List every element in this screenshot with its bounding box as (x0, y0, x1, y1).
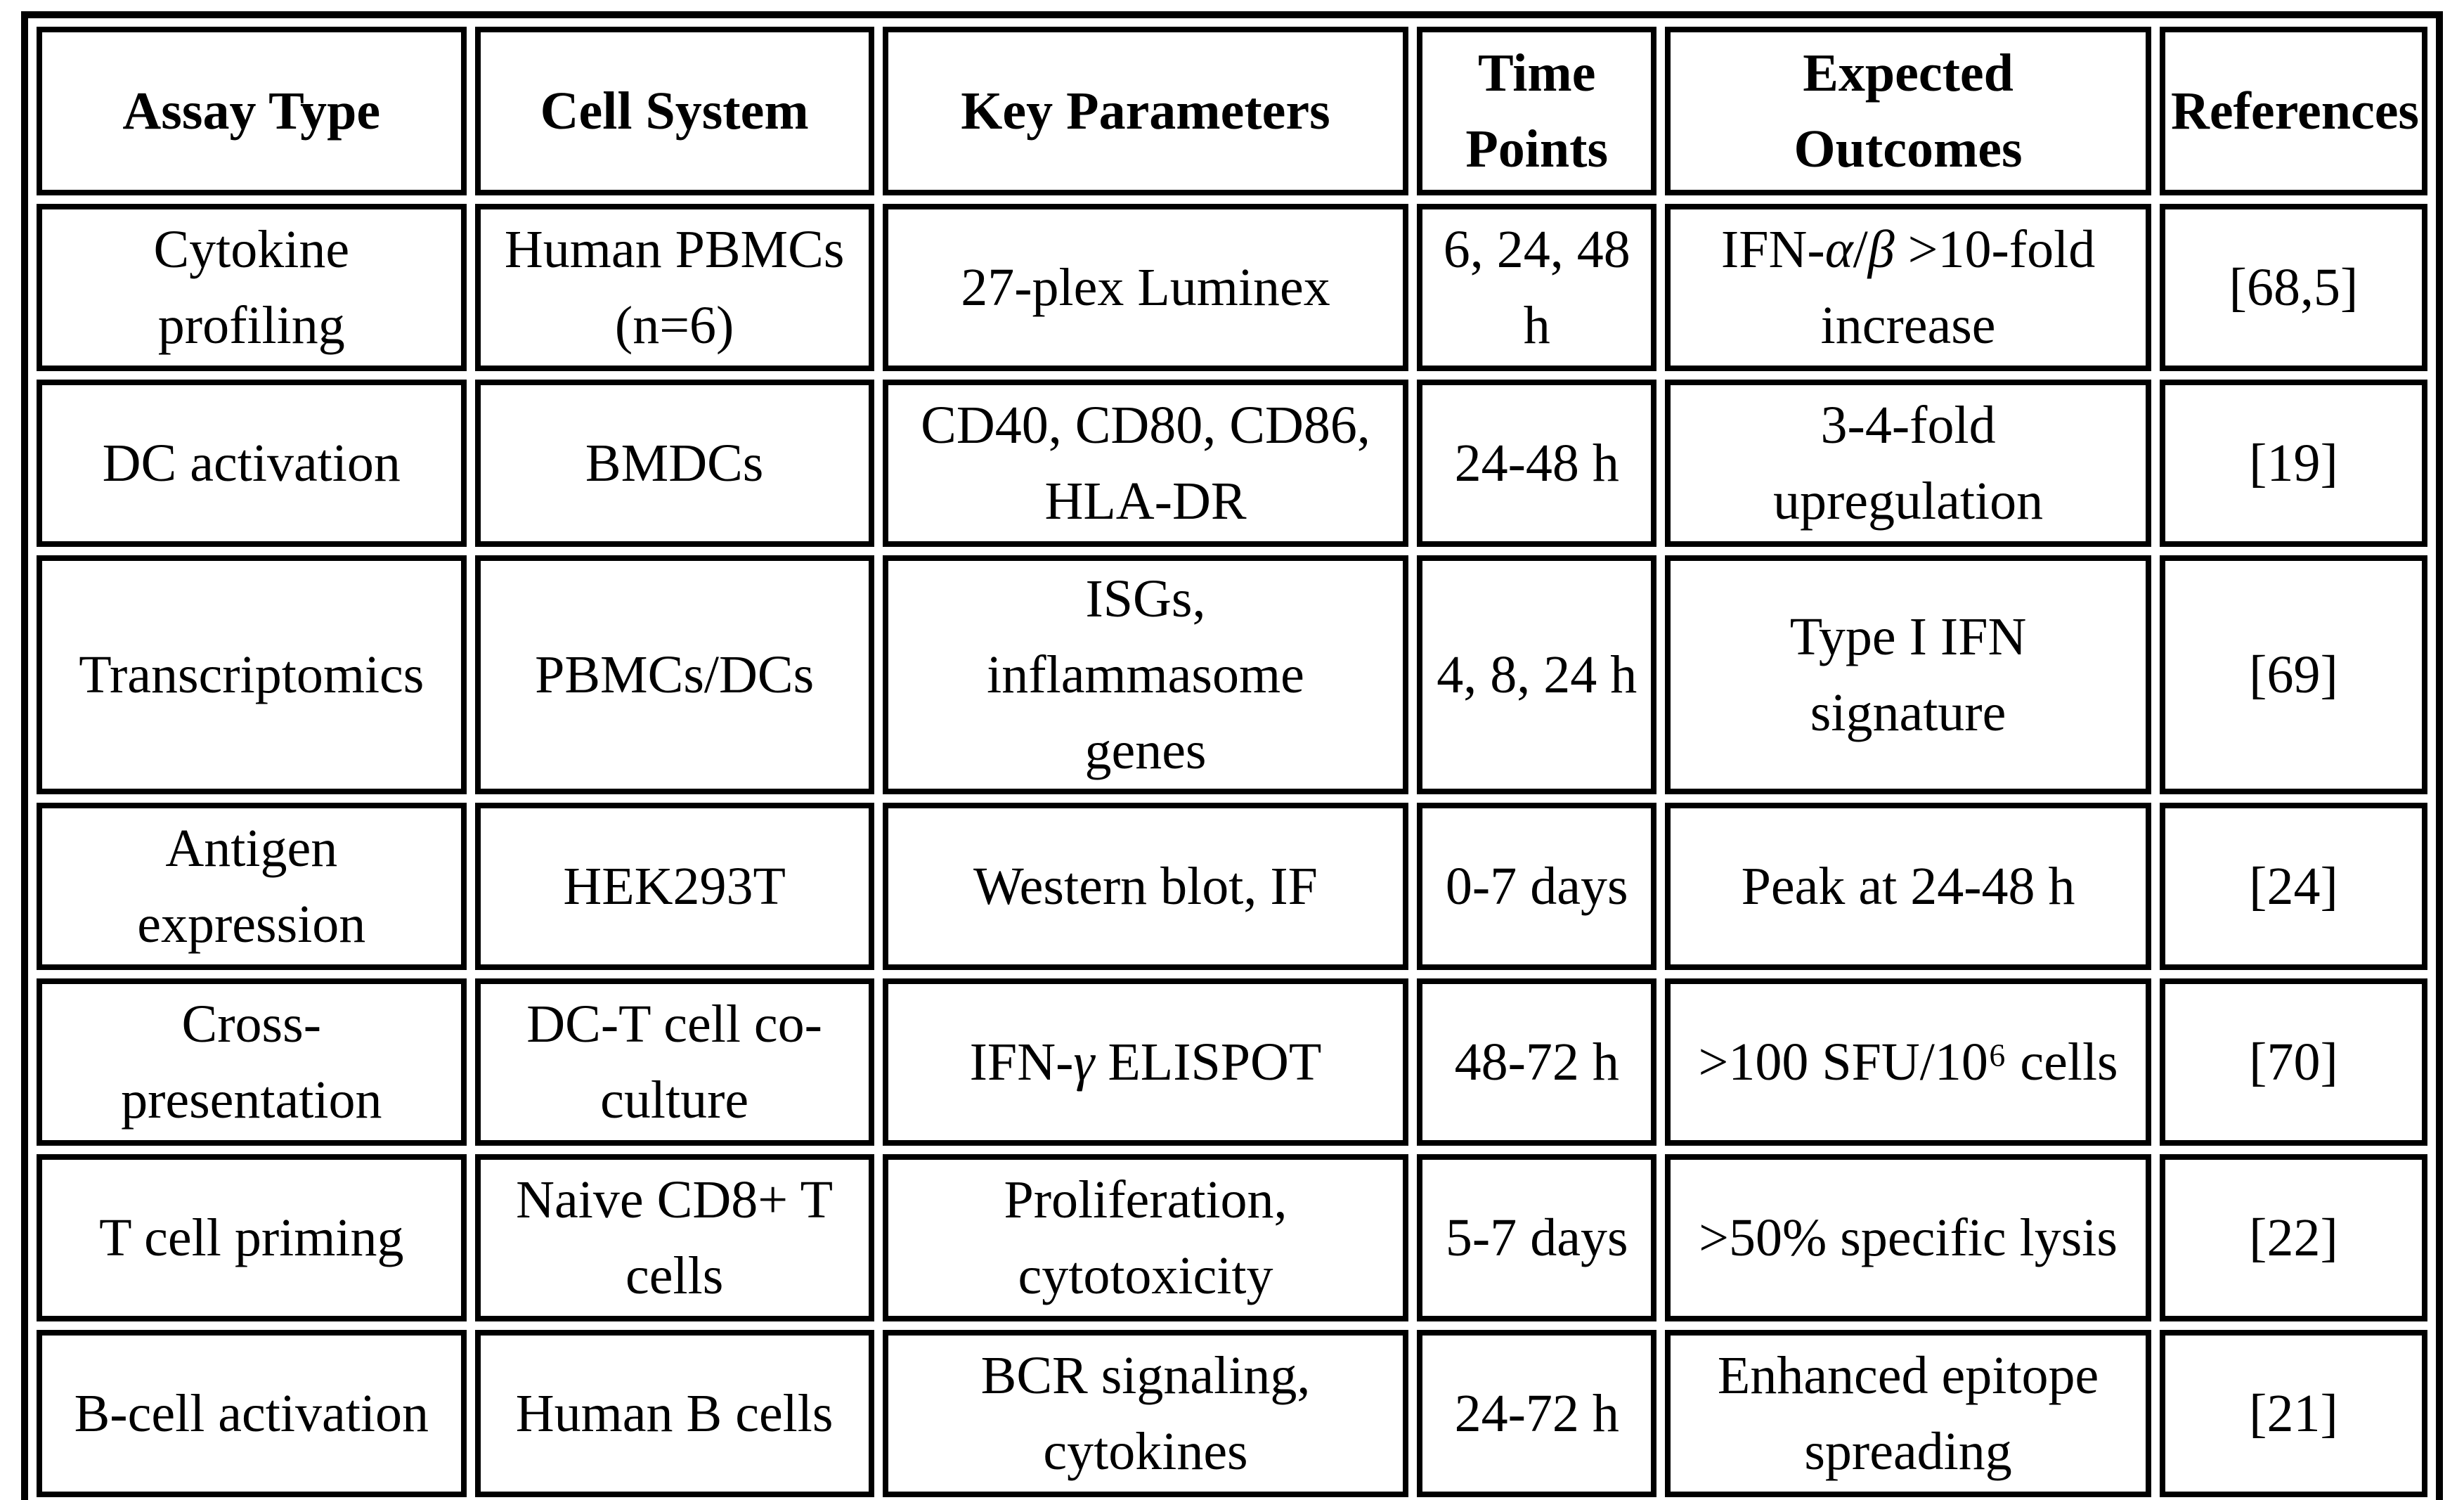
cell-references: [22] (2159, 1154, 2427, 1321)
cell-time-points: 48-72 h (1417, 978, 1657, 1146)
table-row-cytokine-profiling: Cytokine profiling Human PBMCs (n=6) 27-… (37, 204, 2427, 371)
cell-expected-outcomes: Type I IFN signature (1665, 555, 2151, 794)
cell-key-parameters: BCR signaling, cytokines (882, 1330, 1409, 1497)
cell-time-points: 5-7 days (1417, 1154, 1657, 1321)
cell-expected-outcomes: IFN-α/β >10-fold increase (1665, 204, 2151, 371)
cell-time-points: 0-7 days (1417, 803, 1657, 970)
cell-expected-outcomes: Peak at 24-48 h (1665, 803, 2151, 970)
cell-key-parameters: Western blot, IF (882, 803, 1409, 970)
cell-cell-system: Naive CD8+ T cells (474, 1154, 874, 1321)
cell-key-parameters: CD40, CD80, CD86, HLA-DR (882, 380, 1409, 547)
cell-key-parameters: ISGs, inflammasome genes (882, 555, 1409, 794)
cell-assay-type: Antigen expression (37, 803, 467, 970)
cell-key-parameters: IFN-γ ELISPOT (882, 978, 1409, 1146)
cell-references: [68,5] (2159, 204, 2427, 371)
cell-references: [24] (2159, 803, 2427, 970)
table-row-t-cell-priming: T cell priming Naive CD8+ T cells Prolif… (37, 1154, 2427, 1321)
table-row-dc-activation: DC activation BMDCs CD40, CD80, CD86, HL… (37, 380, 2427, 547)
cell-cell-system: BMDCs (474, 380, 874, 547)
cell-expected-outcomes: >100 SFU/10⁶ cells (1665, 978, 2151, 1146)
cell-references: [69] (2159, 555, 2427, 794)
cell-assay-type: T cell priming (37, 1154, 467, 1321)
col-header-expected-outcomes: Expected Outcomes (1665, 27, 2151, 195)
cell-assay-type: B-cell activation (37, 1330, 467, 1497)
cell-cell-system: Human B cells (474, 1330, 874, 1497)
table-row-cross-presentation: Cross- presentation DC-T cell co- cultur… (37, 978, 2427, 1146)
cell-references: [19] (2159, 380, 2427, 547)
cell-cell-system: DC-T cell co- culture (474, 978, 874, 1146)
cell-references: [21] (2159, 1330, 2427, 1497)
cell-expected-outcomes: Enhanced epitope spreading (1665, 1330, 2151, 1497)
cell-assay-type: Cross- presentation (37, 978, 467, 1146)
cell-key-parameters: 27-plex Luminex (882, 204, 1409, 371)
cell-time-points: 6, 24, 48 h (1417, 204, 1657, 371)
col-header-key-parameters: Key Parameters (882, 27, 1409, 195)
cell-key-parameters: Proliferation, cytotoxicity (882, 1154, 1409, 1321)
cell-time-points: 4, 8, 24 h (1417, 555, 1657, 794)
cell-assay-type: DC activation (37, 380, 467, 547)
cell-expected-outcomes: 3-4-fold upregulation (1665, 380, 2151, 547)
cell-cell-system: HEK293T (474, 803, 874, 970)
col-header-references: References (2159, 27, 2427, 195)
col-header-cell-system: Cell System (474, 27, 874, 195)
cell-expected-outcomes: >50% specific lysis (1665, 1154, 2151, 1321)
table-row-b-cell-activation: B-cell activation Human B cells BCR sign… (37, 1330, 2427, 1497)
table-header-row: Assay Type Cell System Key Parameters Ti… (37, 27, 2427, 195)
col-header-assay-type: Assay Type (37, 27, 467, 195)
table-row-transcriptomics: Transcriptomics PBMCs/DCs ISGs, inflamma… (37, 555, 2427, 794)
cell-time-points: 24-48 h (1417, 380, 1657, 547)
cell-assay-type: Cytokine profiling (37, 204, 467, 371)
cell-time-points: 24-72 h (1417, 1330, 1657, 1497)
cell-references: [70] (2159, 978, 2427, 1146)
cell-cell-system: PBMCs/DCs (474, 555, 874, 794)
cell-cell-system: Human PBMCs (n=6) (474, 204, 874, 371)
col-header-time-points: Time Points (1417, 27, 1657, 195)
assay-validation-table: Assay Type Cell System Key Parameters Ti… (21, 11, 2443, 1500)
cell-assay-type: Transcriptomics (37, 555, 467, 794)
table-row-antigen-expression: Antigen expression HEK293T Western blot,… (37, 803, 2427, 970)
